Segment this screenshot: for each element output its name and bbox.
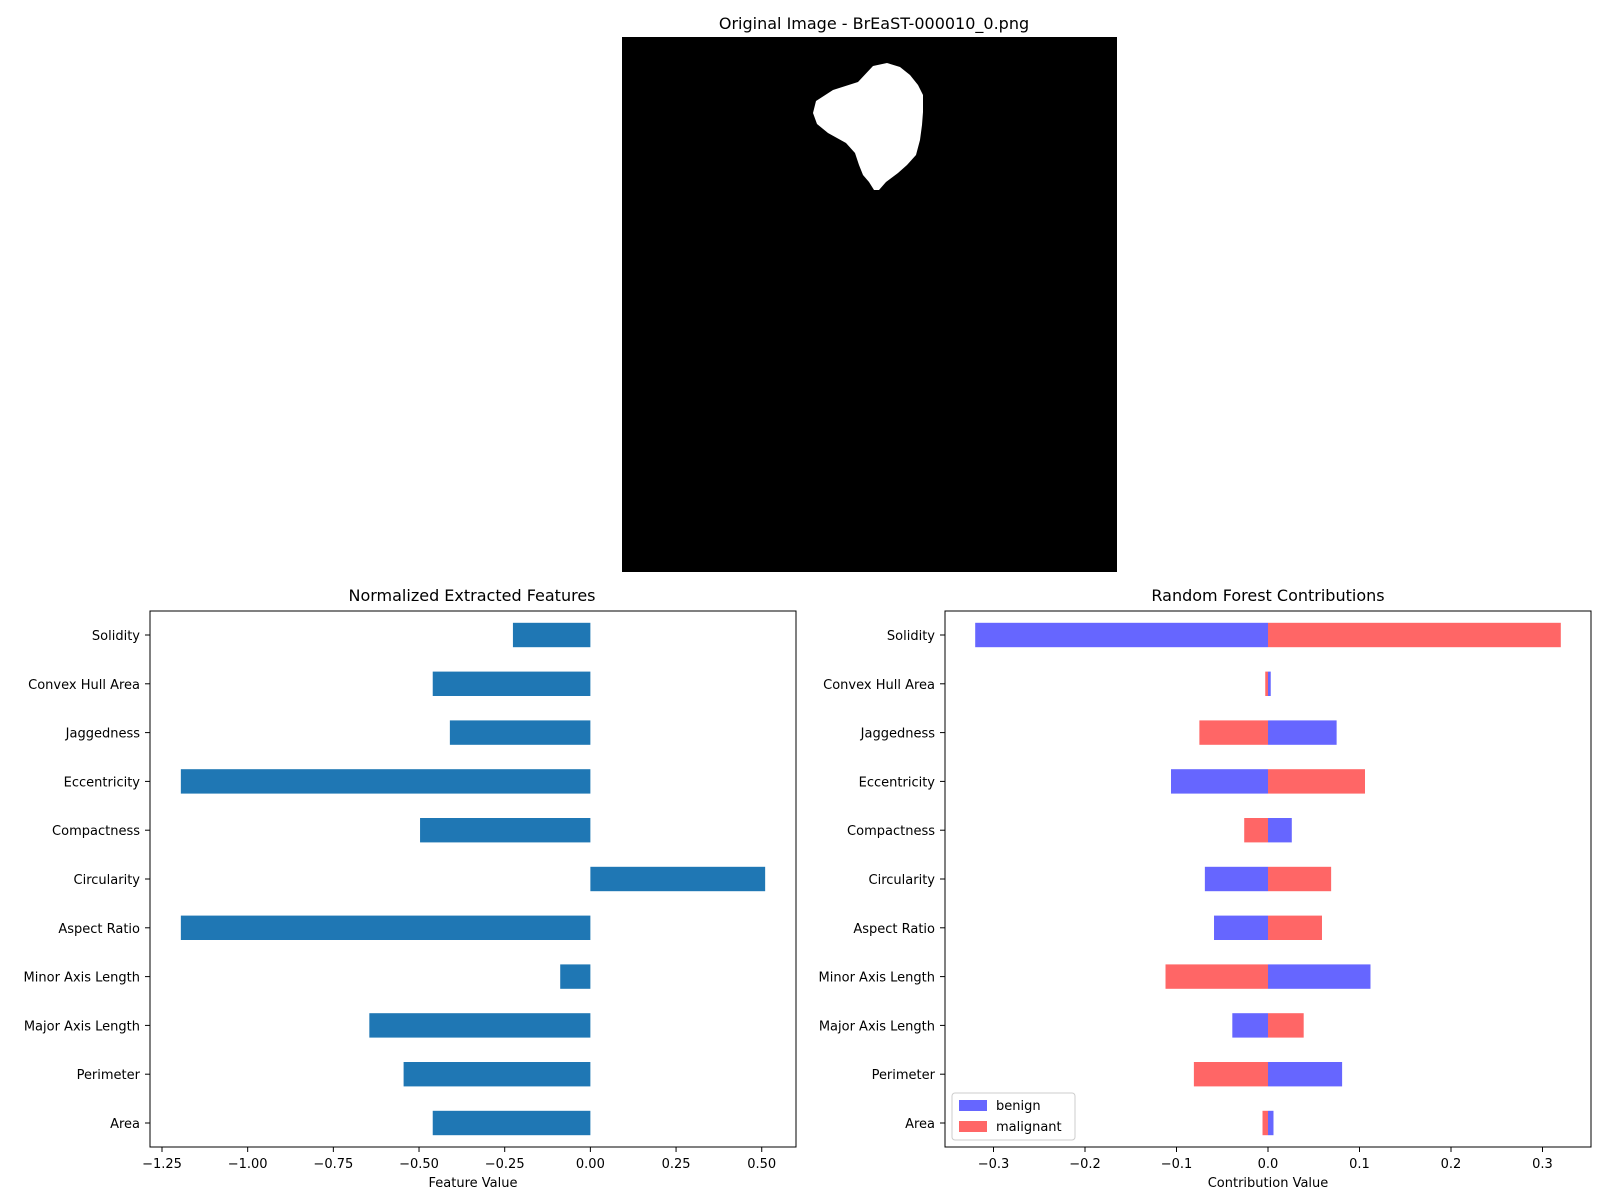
x-tick-label-2: −0.1 xyxy=(1161,1157,1193,1172)
bar-benign-jaggedness xyxy=(1268,720,1337,745)
y-tick-label-solidity: Solidity xyxy=(92,629,140,644)
x-tick-label-6: 0.3 xyxy=(1532,1157,1553,1172)
bar-malignant-major-axis-length xyxy=(1268,1013,1304,1038)
features-chart-y-ticks: Area Perimeter Major Axis Length Minor Axis… xyxy=(24,629,150,1132)
contributions-chart-frame xyxy=(944,610,1592,1148)
contributions-chart-title: Random Forest Contributions xyxy=(1151,586,1384,605)
features-chart-bars xyxy=(180,622,766,1136)
bar-minor-axis-length xyxy=(560,964,591,989)
contributions-chart: Random Forest Contributions Area Perimete… xyxy=(819,586,1592,1191)
bar-benign-area xyxy=(1268,1110,1274,1136)
bar-malignant-circularity xyxy=(1268,866,1332,892)
features-chart-x-axis-label: Feature Value xyxy=(429,1176,518,1191)
y-tick-label-circularity: Circularity xyxy=(74,873,141,888)
y-tick-label-area: Area xyxy=(905,1117,935,1132)
y-tick-label-eccentricity: Eccentricity xyxy=(859,775,936,790)
y-tick-label-aspect-ratio: Aspect Ratio xyxy=(58,922,140,937)
bar-area xyxy=(432,1110,591,1136)
y-tick-label-minor-axis-length: Minor Axis Length xyxy=(819,971,935,986)
bar-benign-perimeter xyxy=(1268,1062,1343,1087)
y-tick-label-convex-hull-area: Convex Hull Area xyxy=(28,678,140,693)
bar-malignant-compactness xyxy=(1244,818,1268,843)
contributions-legend: benign malignant xyxy=(951,1092,1076,1141)
bar-malignant-aspect-ratio xyxy=(1268,915,1322,940)
bar-malignant-convex-hull-area xyxy=(1265,671,1268,696)
bar-major-axis-length xyxy=(369,1013,591,1038)
y-tick-label-area: Area xyxy=(110,1117,140,1132)
bar-malignant-solidity xyxy=(1268,622,1561,648)
legend-label-malignant: malignant xyxy=(996,1120,1062,1135)
bar-benign-aspect-ratio xyxy=(1214,915,1268,940)
bar-eccentricity xyxy=(180,769,591,794)
legend-swatch-malignant xyxy=(959,1121,987,1132)
legend-swatch-benign xyxy=(959,1100,987,1111)
mask-lesion-shape xyxy=(813,63,923,190)
y-tick-label-aspect-ratio: Aspect Ratio xyxy=(853,922,935,937)
x-tick-label-5: 0.2 xyxy=(1441,1157,1462,1172)
x-tick-label-7: 0.50 xyxy=(747,1157,776,1172)
bar-aspect-ratio xyxy=(180,915,591,940)
features-chart: Normalized Extracted Features Area Perime… xyxy=(24,586,797,1191)
y-tick-label-major-axis-length: Major Axis Length xyxy=(24,1019,140,1034)
bar-benign-convex-hull-area xyxy=(1268,671,1271,696)
bar-benign-minor-axis-length xyxy=(1268,964,1371,989)
y-tick-label-minor-axis-length: Minor Axis Length xyxy=(24,971,140,986)
features-chart-title: Normalized Extracted Features xyxy=(348,586,595,605)
bar-malignant-jaggedness xyxy=(1199,720,1268,745)
x-tick-label-5: 0.00 xyxy=(576,1157,605,1172)
contributions-chart-y-ticks: Area Perimeter Major Axis Length Minor Axis… xyxy=(819,629,945,1132)
bar-benign-eccentricity xyxy=(1171,769,1268,794)
y-tick-label-compactness: Compactness xyxy=(52,824,140,839)
y-tick-label-compactness: Compactness xyxy=(847,824,935,839)
bar-compactness xyxy=(420,818,591,843)
features-chart-x-ticks: −1.25 −1.00 −0.75 −0.50 −0.25 0.00 0.25 0.50 xyxy=(142,1147,776,1172)
image-panel: Original Image - BrEaST-000010_0.png xyxy=(622,14,1117,572)
y-tick-label-circularity: Circularity xyxy=(869,873,936,888)
y-tick-label-jaggedness: Jaggedness xyxy=(65,727,141,742)
bar-benign-solidity xyxy=(975,622,1268,648)
x-tick-label-3: 0.0 xyxy=(1258,1157,1279,1172)
x-tick-label-2: −0.75 xyxy=(313,1157,353,1172)
x-tick-label-1: −0.2 xyxy=(1069,1157,1101,1172)
bar-malignant-perimeter xyxy=(1193,1062,1268,1087)
y-tick-label-jaggedness: Jaggedness xyxy=(860,727,936,742)
bar-perimeter xyxy=(403,1062,591,1087)
bar-convex-hull-area xyxy=(432,671,591,696)
x-tick-label-0: −0.3 xyxy=(978,1157,1010,1172)
x-tick-label-4: 0.1 xyxy=(1349,1157,1370,1172)
bar-benign-compactness xyxy=(1268,818,1292,843)
x-tick-label-4: −0.25 xyxy=(485,1157,525,1172)
y-tick-label-eccentricity: Eccentricity xyxy=(64,775,141,790)
contributions-chart-x-axis-label: Contribution Value xyxy=(1208,1176,1329,1191)
features-chart-frame xyxy=(149,610,797,1148)
bar-solidity xyxy=(512,622,591,648)
x-tick-label-0: −1.25 xyxy=(142,1157,182,1172)
image-title: Original Image - BrEaST-000010_0.png xyxy=(719,14,1029,34)
bar-malignant-minor-axis-length xyxy=(1165,964,1268,989)
bar-malignant-eccentricity xyxy=(1268,769,1365,794)
bar-benign-circularity xyxy=(1204,866,1268,892)
legend-label-benign: benign xyxy=(996,1099,1041,1114)
y-tick-label-major-axis-length: Major Axis Length xyxy=(819,1019,935,1034)
x-tick-label-1: −1.00 xyxy=(228,1157,268,1172)
bar-benign-major-axis-length xyxy=(1232,1013,1268,1038)
x-tick-label-6: 0.25 xyxy=(662,1157,691,1172)
contributions-chart-bars xyxy=(975,622,1561,1136)
y-tick-label-perimeter: Perimeter xyxy=(77,1068,141,1083)
x-tick-label-3: −0.50 xyxy=(399,1157,439,1172)
bar-malignant-area xyxy=(1262,1110,1268,1136)
bar-jaggedness xyxy=(449,720,591,745)
y-tick-label-convex-hull-area: Convex Hull Area xyxy=(823,678,935,693)
bar-circularity xyxy=(590,866,766,892)
y-tick-label-perimeter: Perimeter xyxy=(872,1068,936,1083)
y-tick-label-solidity: Solidity xyxy=(887,629,935,644)
contributions-chart-x-ticks: −0.3 −0.2 −0.1 0.0 0.1 0.2 0.3 xyxy=(978,1147,1553,1172)
